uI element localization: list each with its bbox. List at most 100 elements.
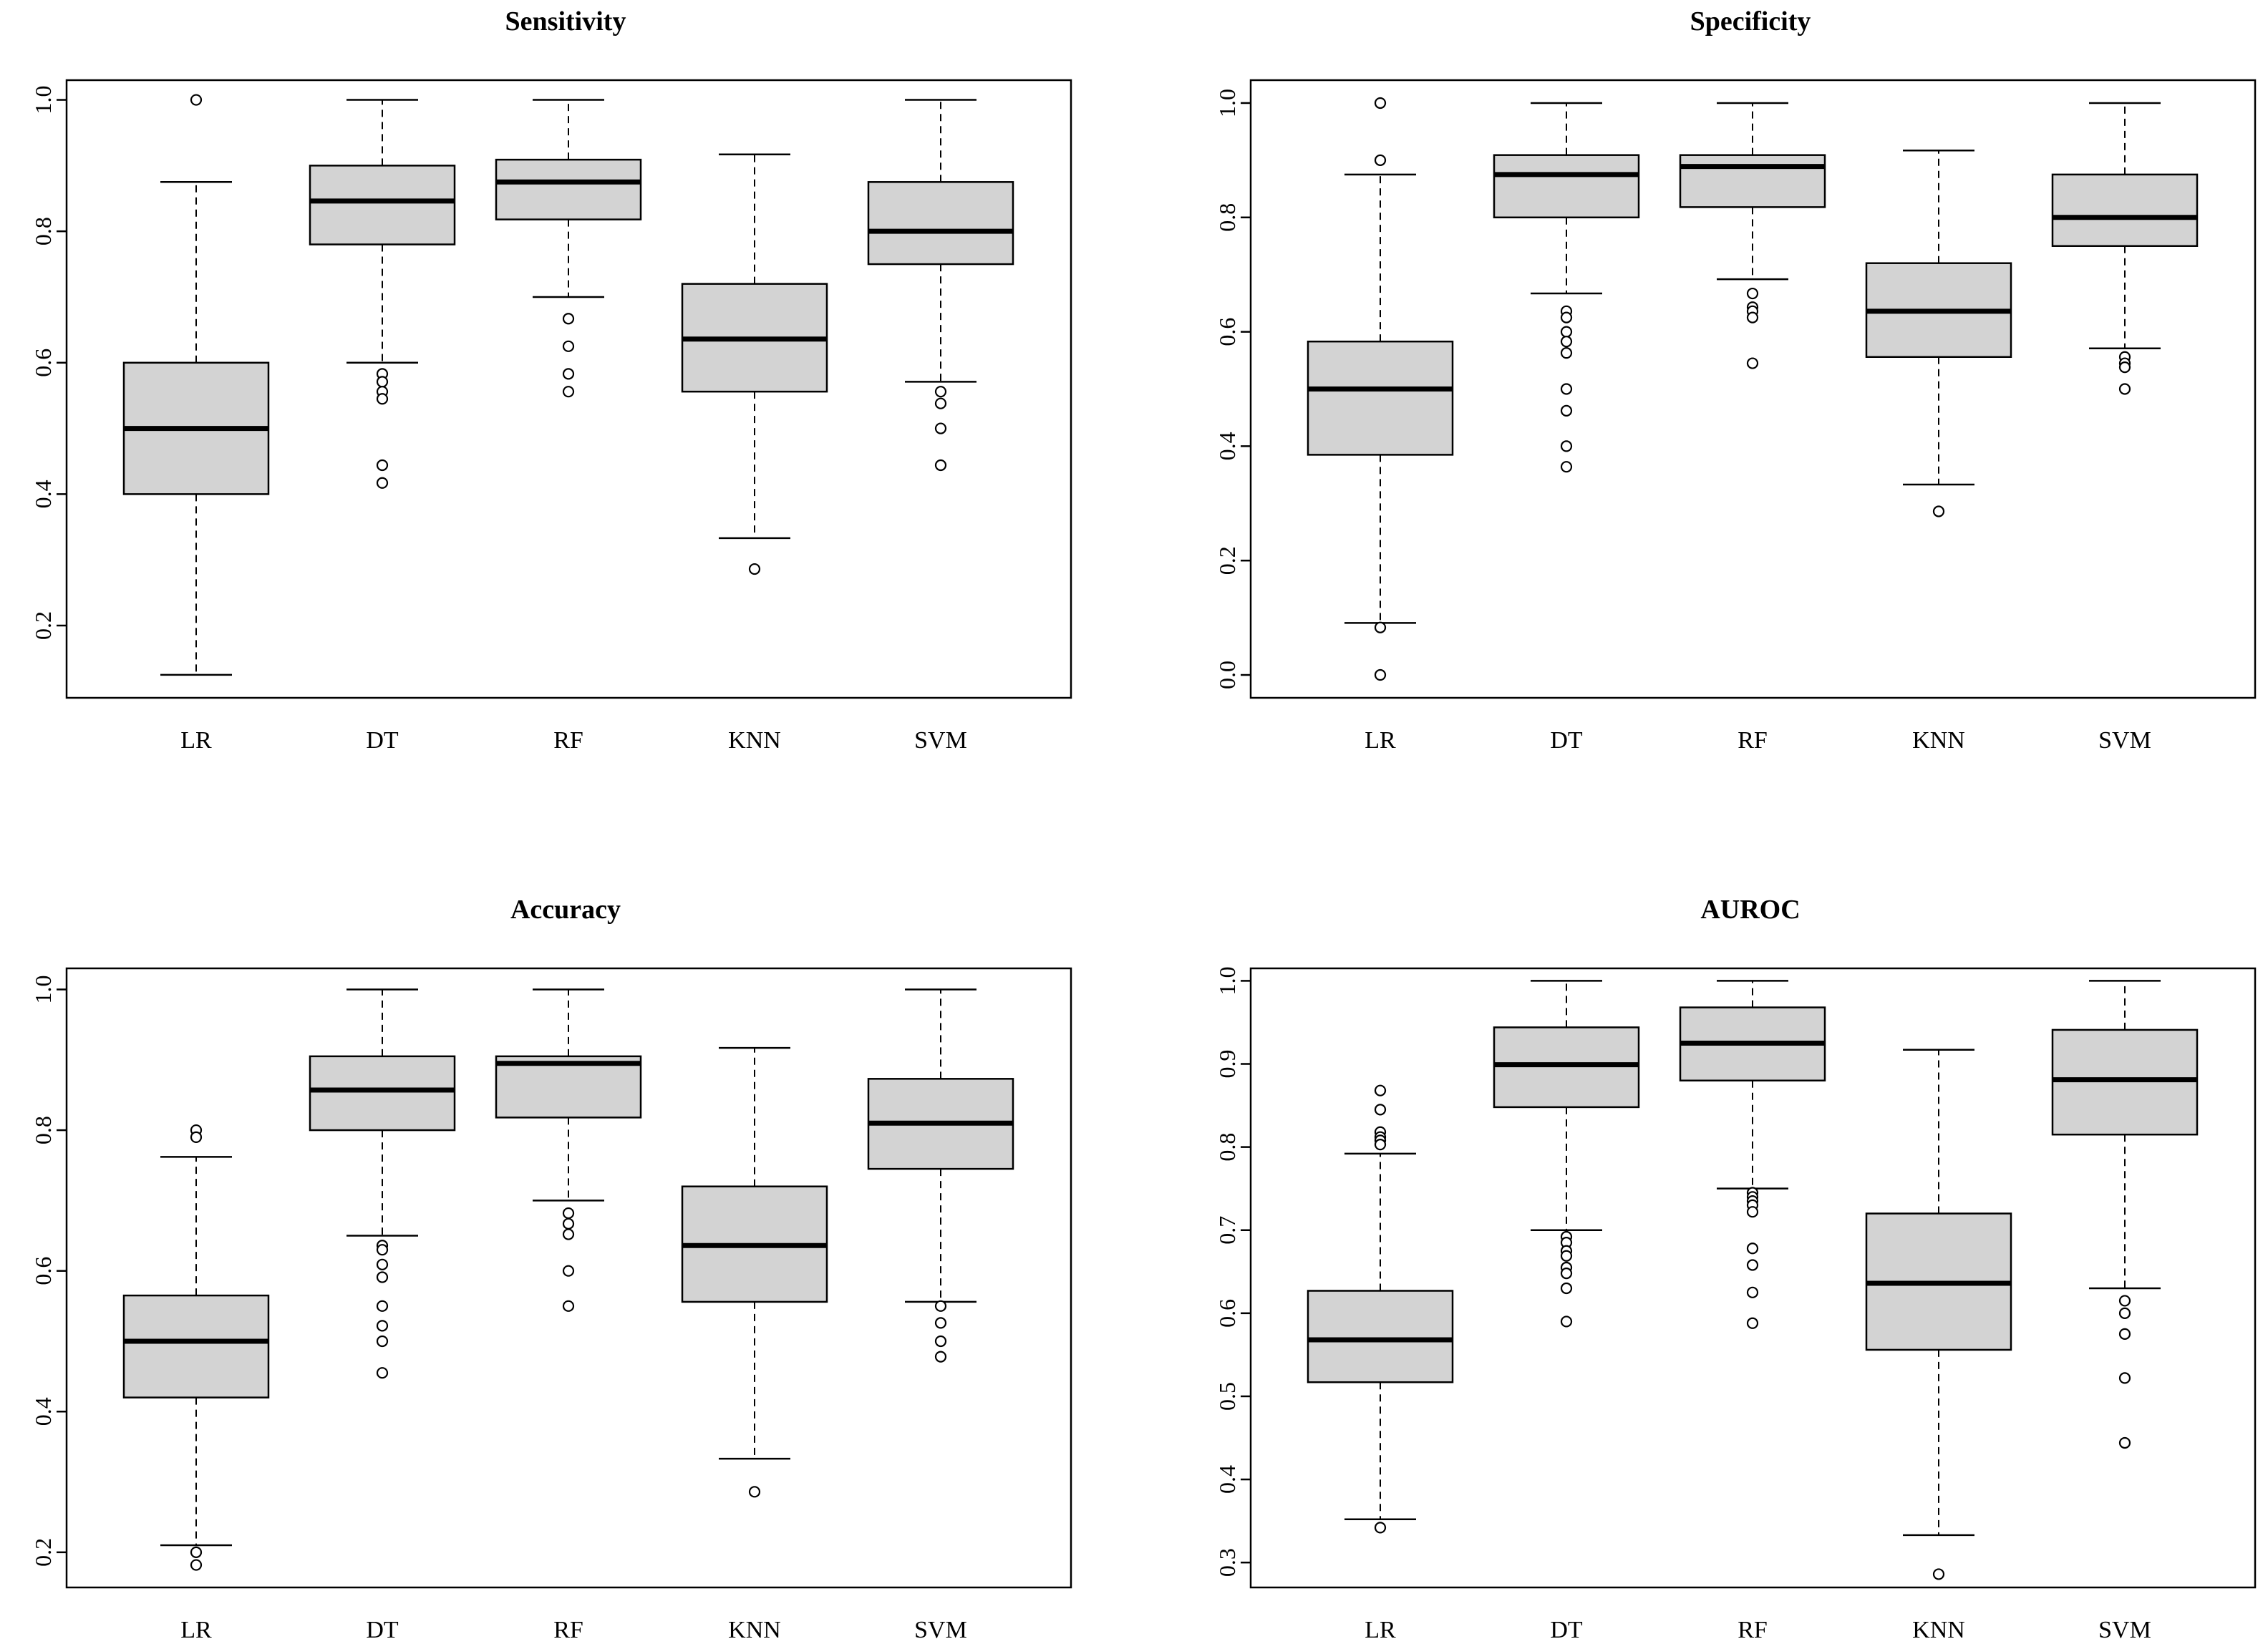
auroc-box-svm <box>2051 980 2199 1449</box>
iqr-box <box>495 1055 642 1119</box>
auroc-y-tick-label: 0.3 <box>1214 1548 1240 1577</box>
outlier-point <box>376 1320 389 1332</box>
outlier-point <box>376 1258 389 1270</box>
sensitivity-box-knn <box>681 153 828 575</box>
outlier-point <box>934 422 947 434</box>
sensitivity-x-label-rf: RF <box>553 727 583 754</box>
outlier-point <box>1374 97 1387 110</box>
outlier-point <box>1560 383 1573 395</box>
outlier-point <box>190 94 203 106</box>
iqr-box <box>867 181 1014 266</box>
outlier-point <box>376 393 389 405</box>
outlier-point <box>2118 1328 2131 1340</box>
accuracy-x-label-knn: KNN <box>728 1617 781 1643</box>
specificity-y-tick-label: 1.0 <box>1214 89 1240 117</box>
iqr-box <box>495 158 642 220</box>
iqr-box <box>1493 154 1640 219</box>
outlier-point <box>376 1244 389 1256</box>
outlier-point <box>562 1207 575 1220</box>
sensitivity-y-tick-label: 0.6 <box>30 349 56 377</box>
outlier-point <box>562 1265 575 1277</box>
outlier-point <box>2118 383 2131 395</box>
outlier-point <box>376 459 389 472</box>
auroc-y-tick-label: 0.4 <box>1214 1465 1240 1494</box>
outlier-point <box>1560 1282 1573 1295</box>
sensitivity-box-rf <box>495 99 642 398</box>
specificity-x-label-rf: RF <box>1738 727 1768 754</box>
outlier-point <box>934 1300 947 1312</box>
outlier-point <box>376 477 389 489</box>
accuracy-y-tick-label: 0.8 <box>30 1116 56 1144</box>
specificity-title: Specificity <box>1690 6 1811 37</box>
auroc-plot-frame <box>1249 967 2257 1589</box>
outlier-point <box>1374 154 1387 166</box>
outlier-point <box>562 1217 575 1230</box>
outlier-point <box>1932 505 1945 517</box>
accuracy-x-label-lr: LR <box>180 1617 212 1643</box>
outlier-point <box>376 376 389 388</box>
outlier-point <box>1746 1259 1759 1271</box>
auroc-x-label-lr: LR <box>1365 1617 1396 1643</box>
auroc-y-tick-label: 0.5 <box>1214 1382 1240 1411</box>
outlier-point <box>2118 1295 2131 1307</box>
outlier-point <box>1560 1315 1573 1328</box>
specificity-plot-frame <box>1249 79 2257 699</box>
auroc-panel: AUROC 0.3 0.4 0.5 0.6 0.7 0.8 0.9 1.0 LR DT RF KNN S… <box>1214 895 2257 1643</box>
auroc-y-tick-label: 0.8 <box>1214 1133 1240 1162</box>
sensitivity-y-tick-label: 0.2 <box>30 611 56 640</box>
accuracy-y-tick-label: 0.4 <box>30 1397 56 1426</box>
specificity-box-dt <box>1493 102 1640 473</box>
accuracy-x-label-svm: SVM <box>914 1617 967 1643</box>
auroc-box-rf <box>1679 980 1826 1329</box>
iqr-box <box>1307 1290 1454 1383</box>
outlier-point <box>2118 1307 2131 1319</box>
auroc-title: AUROC <box>1700 895 1800 925</box>
auroc-x-label-rf: RF <box>1738 1617 1768 1643</box>
sensitivity-x-label-knn: KNN <box>728 727 781 754</box>
outlier-point <box>376 1300 389 1312</box>
specificity-y-tick-label: 0.4 <box>1214 432 1240 460</box>
iqr-box <box>309 165 456 245</box>
outlier-point <box>1560 404 1573 417</box>
outlier-point <box>562 340 575 352</box>
outlier-point <box>1746 311 1759 324</box>
specificity-box-knn <box>1865 150 2012 517</box>
outlier-point <box>934 1317 947 1329</box>
sensitivity-title: Sensitivity <box>505 6 626 37</box>
outlier-point <box>1932 1568 1945 1580</box>
outlier-point <box>1560 311 1573 324</box>
outlier-point <box>562 1300 575 1312</box>
outlier-point <box>934 459 947 472</box>
outlier-point <box>748 1486 761 1498</box>
outlier-point <box>934 397 947 409</box>
specificity-y-tick-label: 0.8 <box>1214 203 1240 232</box>
sensitivity-panel: Sensitivity 0.2 0.4 0.6 0.8 1.0 LR DT RF KNN SVM <box>30 6 1072 754</box>
outlier-point <box>1560 1250 1573 1262</box>
outlier-point <box>1560 336 1573 348</box>
specificity-y-tick-label: 0.0 <box>1214 661 1240 689</box>
outlier-point <box>1746 1317 1759 1329</box>
sensitivity-box-svm <box>867 99 1014 472</box>
auroc-box-lr <box>1307 1084 1454 1534</box>
specificity-box-svm <box>2051 102 2199 395</box>
outlier-point <box>1560 1268 1573 1280</box>
outlier-point <box>376 1367 389 1379</box>
outlier-point <box>1374 621 1387 633</box>
accuracy-box-rf <box>495 988 642 1312</box>
sensitivity-box-lr <box>122 94 270 676</box>
outlier-point <box>1746 287 1759 300</box>
outlier-point <box>1746 1206 1759 1218</box>
iqr-box <box>1679 154 1826 208</box>
sensitivity-y-tick-label: 1.0 <box>30 86 56 115</box>
outlier-point <box>1746 1242 1759 1255</box>
outlier-point <box>562 368 575 380</box>
outlier-point <box>562 313 575 325</box>
outlier-point <box>190 1131 203 1144</box>
outlier-point <box>2118 1436 2131 1449</box>
accuracy-y-tick-label: 0.6 <box>30 1257 56 1285</box>
specificity-y-tick-label: 0.6 <box>1214 318 1240 346</box>
outlier-point <box>1374 1522 1387 1534</box>
outlier-point <box>1746 1286 1759 1298</box>
auroc-box-knn <box>1865 1049 2012 1580</box>
